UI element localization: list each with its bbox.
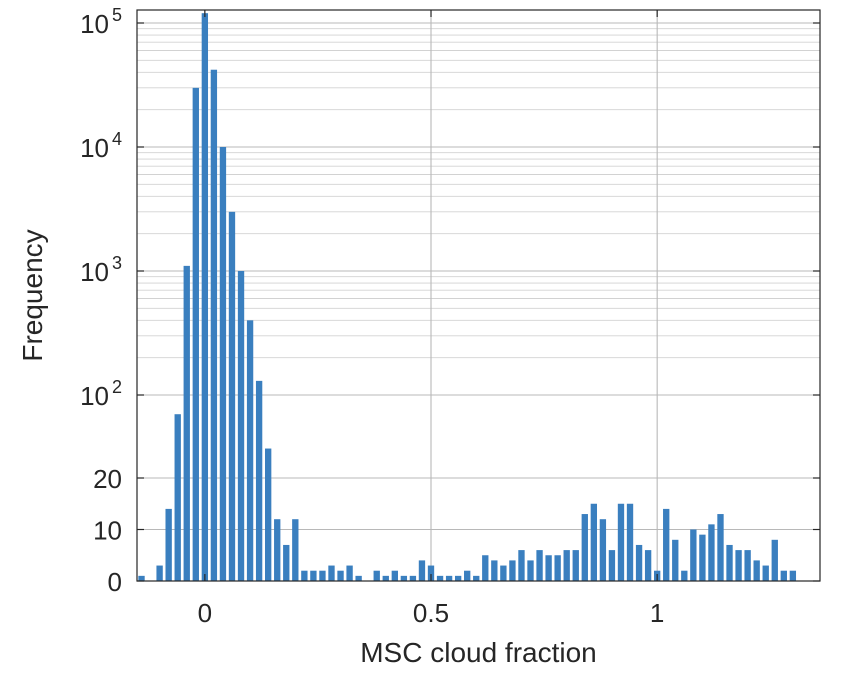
- histogram-bar: [183, 265, 190, 581]
- histogram-bar: [210, 69, 218, 581]
- histogram-bar: [274, 519, 281, 581]
- y-tick-label: 20: [93, 464, 122, 494]
- histogram-bar: [382, 575, 389, 581]
- histogram-bar: [138, 575, 145, 581]
- histogram-bar: [482, 555, 489, 581]
- y-tick-label: 10 5: [80, 5, 122, 39]
- histogram-bar: [445, 575, 453, 581]
- histogram-bar: [563, 550, 570, 581]
- histogram-bar: [409, 575, 417, 581]
- histogram-bar: [219, 147, 227, 581]
- histogram-bar: [518, 550, 525, 581]
- histogram-bar: [753, 560, 760, 581]
- x-tick-label: 1: [650, 598, 664, 628]
- histogram-bar: [156, 565, 163, 581]
- histogram-bar: [473, 575, 480, 581]
- histogram-bar: [265, 448, 272, 581]
- histogram-bar: [527, 560, 534, 581]
- y-tick-exponent: 5: [112, 5, 122, 25]
- histogram-bar: [681, 570, 688, 581]
- histogram-bar: [373, 570, 380, 581]
- histogram-bar: [174, 414, 181, 581]
- x-tick-label: 0.5: [413, 598, 449, 628]
- histogram-bar: [708, 524, 715, 581]
- histogram-bar: [554, 555, 561, 581]
- histogram-bar: [310, 570, 317, 581]
- y-axis-label: Frequency: [17, 229, 48, 361]
- y-tick-exponent: 3: [112, 253, 122, 273]
- histogram-bar: [626, 503, 634, 581]
- histogram-bar: [735, 550, 742, 581]
- histogram-bar: [491, 560, 498, 581]
- histogram-bar: [255, 380, 263, 581]
- histogram-bar: [690, 529, 697, 581]
- plot-area-frame: [136, 9, 821, 582]
- histogram-bar: [699, 534, 706, 581]
- axis-ticks: [137, 10, 820, 582]
- histogram-bar: [283, 544, 290, 581]
- histogram-bar: [644, 550, 652, 581]
- histogram-bar: [581, 514, 588, 581]
- histogram-bar: [726, 544, 733, 581]
- histogram-bar: [346, 565, 353, 581]
- histogram-bar: [400, 575, 408, 581]
- histogram-bar: [292, 519, 299, 581]
- histogram-bar: [319, 570, 326, 581]
- histogram-bar: [617, 503, 625, 581]
- histogram-bar: [427, 565, 435, 581]
- histogram-bar: [771, 539, 778, 581]
- histogram-bar: [464, 570, 471, 581]
- x-axis-label: MSC cloud fraction: [360, 637, 597, 668]
- histogram-bar: [599, 519, 607, 581]
- x-tick-label: 0: [198, 598, 212, 628]
- histogram-bar: [301, 570, 308, 581]
- histogram-bar: [536, 550, 543, 581]
- histogram-bar: [635, 544, 643, 581]
- histogram-bar: [246, 320, 254, 581]
- histogram-bar: [201, 13, 209, 582]
- y-tick-label: 10 4: [80, 129, 122, 163]
- histogram-bar: [337, 570, 344, 581]
- histogram-bar: [228, 211, 236, 581]
- histogram-bar: [780, 570, 787, 581]
- histogram-bar: [789, 570, 797, 581]
- histogram-bar: [762, 565, 769, 581]
- y-tick-label: 10 2: [80, 377, 122, 411]
- histogram-bar: [663, 508, 670, 581]
- histogram-bar: [436, 575, 444, 581]
- histogram-bar: [500, 565, 507, 581]
- histogram-bar: [192, 87, 199, 581]
- histogram-bar: [237, 271, 245, 581]
- bars: [138, 13, 797, 582]
- histogram-bar: [454, 575, 462, 581]
- histogram-bar: [572, 550, 579, 581]
- histogram-bar: [545, 555, 552, 581]
- histogram-bar: [744, 550, 751, 581]
- y-tick-label: 10 3: [80, 253, 122, 287]
- y-tick-label: 10: [93, 516, 122, 546]
- histogram-bar: [672, 539, 679, 581]
- y-tick-exponent: 2: [112, 377, 122, 397]
- histogram-bar: [590, 503, 598, 581]
- histogram-bar: [391, 570, 398, 581]
- histogram-bar: [355, 575, 362, 581]
- histogram-bar: [165, 508, 172, 581]
- histogram-bar: [418, 560, 426, 581]
- histogram-bar: [328, 565, 335, 581]
- histogram-bar: [717, 514, 724, 581]
- y-tick-exponent: 4: [112, 129, 122, 149]
- histogram-bar: [608, 550, 616, 581]
- y-tick-label: 0: [108, 567, 122, 597]
- histogram-bar: [509, 560, 516, 581]
